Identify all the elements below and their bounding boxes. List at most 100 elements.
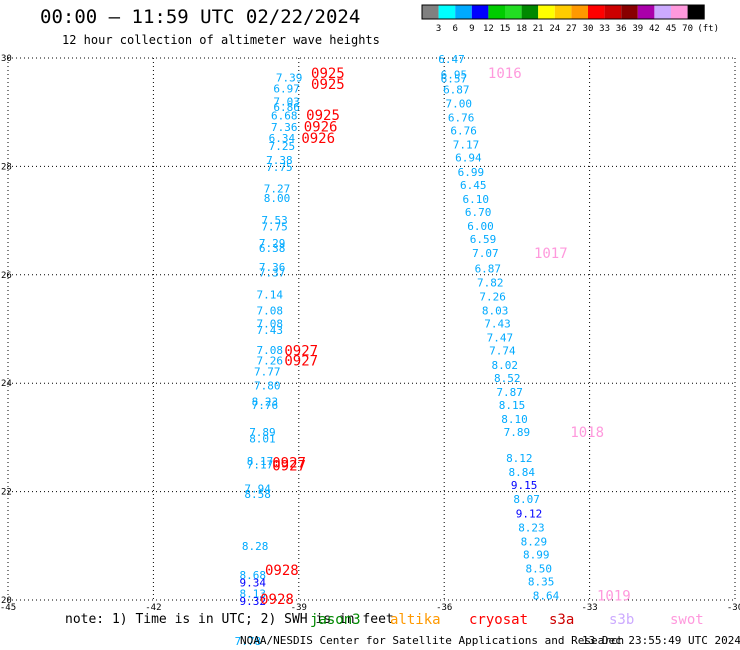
x-tick-label: -33 [581,603,597,613]
wave-height-label: 6.70 [465,206,492,219]
wave-height-label: 8.50 [525,563,552,576]
page-subtitle: 12 hour collection of altimeter wave hei… [62,33,380,47]
wave-height-label: 7.17 [247,459,274,472]
pass-time-label: 1019 [597,589,631,605]
wave-height-label: 6.47 [438,53,465,66]
wave-height-label: 7.17 [453,139,480,152]
satellite-cryosat: cryosat [469,612,529,628]
scale-swatch [671,5,688,19]
scale-label: 21 [533,24,544,34]
wave-height-label: 6.76 [450,125,477,138]
satellite-altika: altika [390,612,441,628]
pass-time-label: 0925 [306,108,340,124]
wave-height-label: 7.39 [276,72,303,85]
wave-height-label: 7.07 [472,247,499,260]
scale-label: 27 [566,24,577,34]
wave-height-label: 7.43 [256,324,283,337]
wave-height-label: 8.23 [518,521,545,534]
wave-height-label: 6.76 [448,112,475,125]
wave-height-label: 7.94 [244,482,271,495]
wave-height-label: 7.78 [235,635,262,648]
wave-height-label: 7.08 [256,344,283,357]
scale-label: 42 [649,24,660,34]
wave-height-label: 7.89 [504,426,531,439]
scale-swatch [488,5,505,19]
wave-height-label: 7.08 [256,318,283,331]
wave-height-label: 7.89 [249,426,276,439]
scale-label: 9 [469,24,474,34]
scale-label: 12 [483,24,494,34]
wave-height-label: 8.07 [513,493,540,506]
wave-height-label: 7.80 [254,379,281,392]
scale-label: 24 [549,24,560,34]
scale-label: 70 [682,24,693,34]
wave-height-label: 8.99 [523,548,550,561]
scale-swatch [505,5,522,19]
wave-height-label: 6.38 [259,242,286,255]
wave-height-label: 8.15 [499,399,526,412]
wave-height-label: 7.36 [271,121,298,134]
wave-height-label: 7.76 [252,399,279,412]
pass-time-label: 0927 [272,459,306,475]
scale-label: 30 [583,24,594,34]
wave-height-label: 7.26 [479,290,506,303]
scale-swatch [521,5,539,19]
wave-height-label: 9.34 [240,577,267,590]
wave-height-label: 8.58 [244,488,271,501]
wave-height-label: 7.27 [264,183,291,196]
wave-height-label: 8.12 [506,452,533,465]
scale-swatch [588,5,605,19]
scale-swatch [538,5,555,19]
wave-height-label: 7.36 [259,261,286,274]
wave-height-label: 6.57 [441,73,468,86]
wave-height-label: 9.32 [240,595,267,608]
color-scale-legend: 3 6 9 12 15 18 21 24 27 30 33 36 39 42 45 70 (ft) [421,4,719,34]
wave-height-label: 6.87 [443,83,470,96]
wave-height-label: 9.12 [516,507,543,520]
note-text: note: 1) Time is in UTC; 2) SWH is in fe… [65,612,394,627]
wave-height-label: 6.87 [475,262,502,275]
y-tick-label: 28 [1,162,12,172]
x-tick-label: -36 [436,603,452,613]
scale-swatch [621,5,638,19]
y-tick-label: 24 [1,379,12,389]
wave-height-label: 7.37 [259,267,286,280]
wave-height-label: 9.15 [511,479,538,492]
wave-height-label: 8.17 [247,455,274,468]
wave-height-label: 7.53 [261,214,288,227]
x-tick-label: -45 [0,603,16,613]
scale-swatch [654,5,671,19]
generated-timestamp: 13 Dec 23:55:49 UTC 2024 [582,634,740,647]
wave-height-label: 8.23 [252,396,279,409]
wave-height-label: 8.68 [240,569,267,582]
scale-swatch [422,5,439,19]
pass-time-label: 0926 [304,119,338,135]
pass-time-label: 0927 [284,353,318,369]
scale-label: 39 [632,24,643,34]
wave-height-label: 7.03 [273,95,300,108]
pass-time-label: 1017 [534,246,568,262]
scale-unit: (ft) [697,24,719,34]
pass-time-label: 0925 [311,77,345,93]
wave-height-label: 8.01 [249,432,276,445]
wave-height-label: 8.13 [240,587,267,600]
y-tick-label: 22 [1,488,12,498]
pass-time-label: 1018 [570,425,604,441]
wave-height-label: 6.99 [458,166,485,179]
wave-height-label: 6.45 [460,179,487,192]
scale-swatch [637,5,655,19]
wave-height-label: 7.29 [259,237,286,250]
wave-height-label: 6.94 [455,152,482,165]
wave-height-label: 8.64 [533,590,560,603]
wave-height-label: 6.10 [462,193,489,206]
satellite-s3b: s3b [609,612,635,628]
wave-height-label: 7.25 [269,140,296,153]
y-tick-label: 30 [1,54,12,64]
pass-time-label: 0928 [260,592,294,608]
y-tick-label: 26 [1,271,12,281]
x-tick-label: -42 [145,603,161,613]
scale-label: 33 [599,24,610,34]
scale-label: 45 [666,24,677,34]
wave-height-label: 8.28 [242,540,269,553]
